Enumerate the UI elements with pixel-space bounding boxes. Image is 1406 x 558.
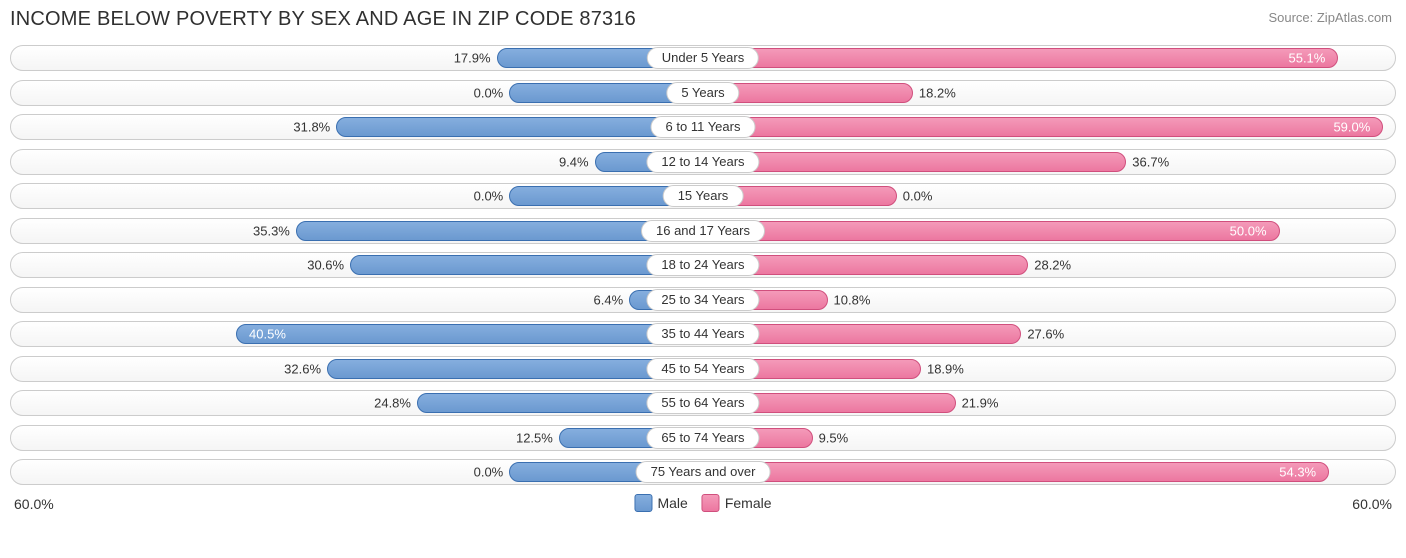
female-bar — [703, 152, 1126, 172]
axis-max-left: 60.0% — [14, 496, 54, 512]
bar-row: 17.9% 55.1% Under 5 Years — [10, 45, 1396, 71]
bar-row: 9.4% 36.7% 12 to 14 Years — [10, 149, 1396, 175]
female-value-label: 18.2% — [919, 85, 956, 100]
bar-row: 12.5% 9.5% 65 to 74 Years — [10, 425, 1396, 451]
male-value-label: 6.4% — [594, 292, 624, 307]
male-value-label: 24.8% — [374, 396, 411, 411]
chart-body: 17.9% 55.1% Under 5 Years 0.0% 18.2% 5 Years 3… — [10, 45, 1396, 485]
bar-row: 6.4% 10.8% 25 to 34 Years — [10, 287, 1396, 313]
female-value-label: 36.7% — [1132, 154, 1169, 169]
source-label: Source: ZipAtlas.com — [1268, 8, 1396, 25]
category-label: Under 5 Years — [647, 47, 759, 69]
bar-row: 30.6% 28.2% 18 to 24 Years — [10, 252, 1396, 278]
legend-male-label: Male — [657, 495, 687, 511]
header: INCOME BELOW POVERTY BY SEX AND AGE IN Z… — [10, 8, 1396, 31]
bar-row: 0.0% 18.2% 5 Years — [10, 80, 1396, 106]
chart-container: INCOME BELOW POVERTY BY SEX AND AGE IN Z… — [0, 0, 1406, 558]
axis-row: 60.0% Male Female 60.0% — [10, 494, 1396, 516]
male-value-label: 30.6% — [307, 258, 344, 273]
bar-row: 0.0% 0.0% 15 Years — [10, 183, 1396, 209]
legend: Male Female — [634, 494, 771, 512]
male-value-label: 17.9% — [454, 51, 491, 66]
legend-female-label: Female — [725, 495, 772, 511]
male-swatch-icon — [634, 494, 652, 512]
male-value-label: 31.8% — [293, 120, 330, 135]
bar-row: 35.3% 50.0% 16 and 17 Years — [10, 218, 1396, 244]
female-bar — [703, 462, 1329, 482]
female-value-label: 10.8% — [834, 292, 871, 307]
chart-title: INCOME BELOW POVERTY BY SEX AND AGE IN Z… — [10, 8, 636, 31]
female-value-label: 9.5% — [819, 430, 849, 445]
bar-row: 40.5% 27.6% 35 to 44 Years — [10, 321, 1396, 347]
female-value-label: 59.0% — [1333, 120, 1370, 135]
bar-row: 0.0% 54.3% 75 Years and over — [10, 459, 1396, 485]
category-label: 16 and 17 Years — [641, 220, 765, 242]
female-bar — [703, 117, 1383, 137]
legend-item-male: Male — [634, 494, 687, 512]
female-value-label: 18.9% — [927, 361, 964, 376]
male-value-label: 12.5% — [516, 430, 553, 445]
category-label: 15 Years — [663, 185, 744, 207]
category-label: 55 to 64 Years — [646, 392, 759, 414]
male-value-label: 40.5% — [249, 327, 286, 342]
female-value-label: 21.9% — [962, 396, 999, 411]
male-value-label: 0.0% — [474, 85, 504, 100]
male-value-label: 0.0% — [474, 465, 504, 480]
category-label: 75 Years and over — [636, 461, 771, 483]
female-value-label: 55.1% — [1288, 51, 1325, 66]
bar-row: 31.8% 59.0% 6 to 11 Years — [10, 114, 1396, 140]
category-label: 18 to 24 Years — [646, 254, 759, 276]
category-label: 25 to 34 Years — [646, 289, 759, 311]
axis-max-right: 60.0% — [1352, 496, 1392, 512]
male-value-label: 35.3% — [253, 223, 290, 238]
male-bar — [336, 117, 703, 137]
female-value-label: 28.2% — [1034, 258, 1071, 273]
category-label: 5 Years — [666, 82, 739, 104]
female-value-label: 50.0% — [1230, 223, 1267, 238]
male-value-label: 0.0% — [474, 189, 504, 204]
bar-row: 32.6% 18.9% 45 to 54 Years — [10, 356, 1396, 382]
male-value-label: 32.6% — [284, 361, 321, 376]
female-bar — [703, 48, 1338, 68]
category-label: 6 to 11 Years — [651, 116, 756, 138]
male-bar — [236, 324, 703, 344]
female-value-label: 54.3% — [1279, 465, 1316, 480]
female-swatch-icon — [702, 494, 720, 512]
female-value-label: 27.6% — [1027, 327, 1064, 342]
category-label: 12 to 14 Years — [646, 151, 759, 173]
female-value-label: 0.0% — [903, 189, 933, 204]
male-value-label: 9.4% — [559, 154, 589, 169]
bar-row: 24.8% 21.9% 55 to 64 Years — [10, 390, 1396, 416]
category-label: 65 to 74 Years — [646, 427, 759, 449]
category-label: 35 to 44 Years — [646, 323, 759, 345]
female-bar — [703, 221, 1280, 241]
category-label: 45 to 54 Years — [646, 358, 759, 380]
legend-item-female: Female — [702, 494, 772, 512]
